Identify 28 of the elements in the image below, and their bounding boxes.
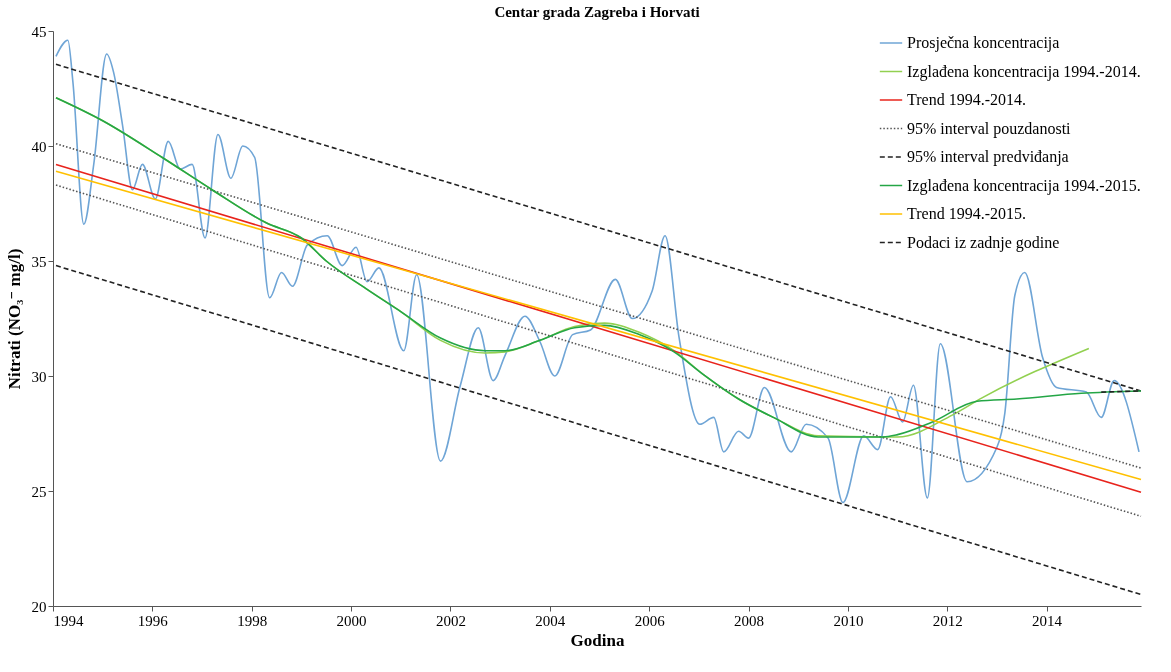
x-tick-label: 2008 (734, 612, 765, 629)
chart-title: Centar grada Zagreba i Horvati (494, 4, 700, 20)
x-tick-label: 2012 (932, 612, 963, 629)
legend-label: 95% interval predviđanja (907, 148, 1069, 166)
x-tick-label: 2014 (1032, 612, 1063, 629)
legend-label: Trend 1994.-2015. (907, 205, 1026, 222)
legend-label: Izglađena koncentracija 1994.-2015. (907, 176, 1141, 195)
legend-label: Podaci iz zadnje godine (907, 233, 1060, 252)
x-tick-label: 2004 (535, 612, 566, 629)
y-tick-label: 25 (31, 483, 47, 500)
x-tick-label: 2010 (833, 612, 864, 629)
x-tick-label: 2002 (435, 612, 466, 629)
x-axis-title: Godina (570, 630, 625, 650)
x-tick-label: 2006 (634, 612, 666, 629)
legend-label: Izglađena koncentracija 1994.-2014. (907, 62, 1141, 81)
legend-label: 95% interval pouzdanosti (907, 119, 1072, 138)
x-tick-label: 1998 (237, 612, 268, 629)
legend-label: Prosječna koncentracija (907, 34, 1060, 52)
x-tick-label: 1996 (137, 612, 169, 629)
y-tick-label: 30 (31, 368, 47, 385)
legend-label: Trend 1994.-2014. (907, 91, 1026, 108)
y-tick-label: 20 (31, 598, 47, 615)
y-tick-label: 35 (31, 253, 47, 270)
y-tick-label: 40 (31, 138, 47, 155)
x-tick-label: 2000 (336, 612, 367, 629)
y-axis-title: Nitrati (NO₃⁻ mg/l) (4, 248, 24, 390)
y-tick-label: 45 (31, 23, 47, 40)
x-tick-label: 1994 (53, 612, 84, 629)
